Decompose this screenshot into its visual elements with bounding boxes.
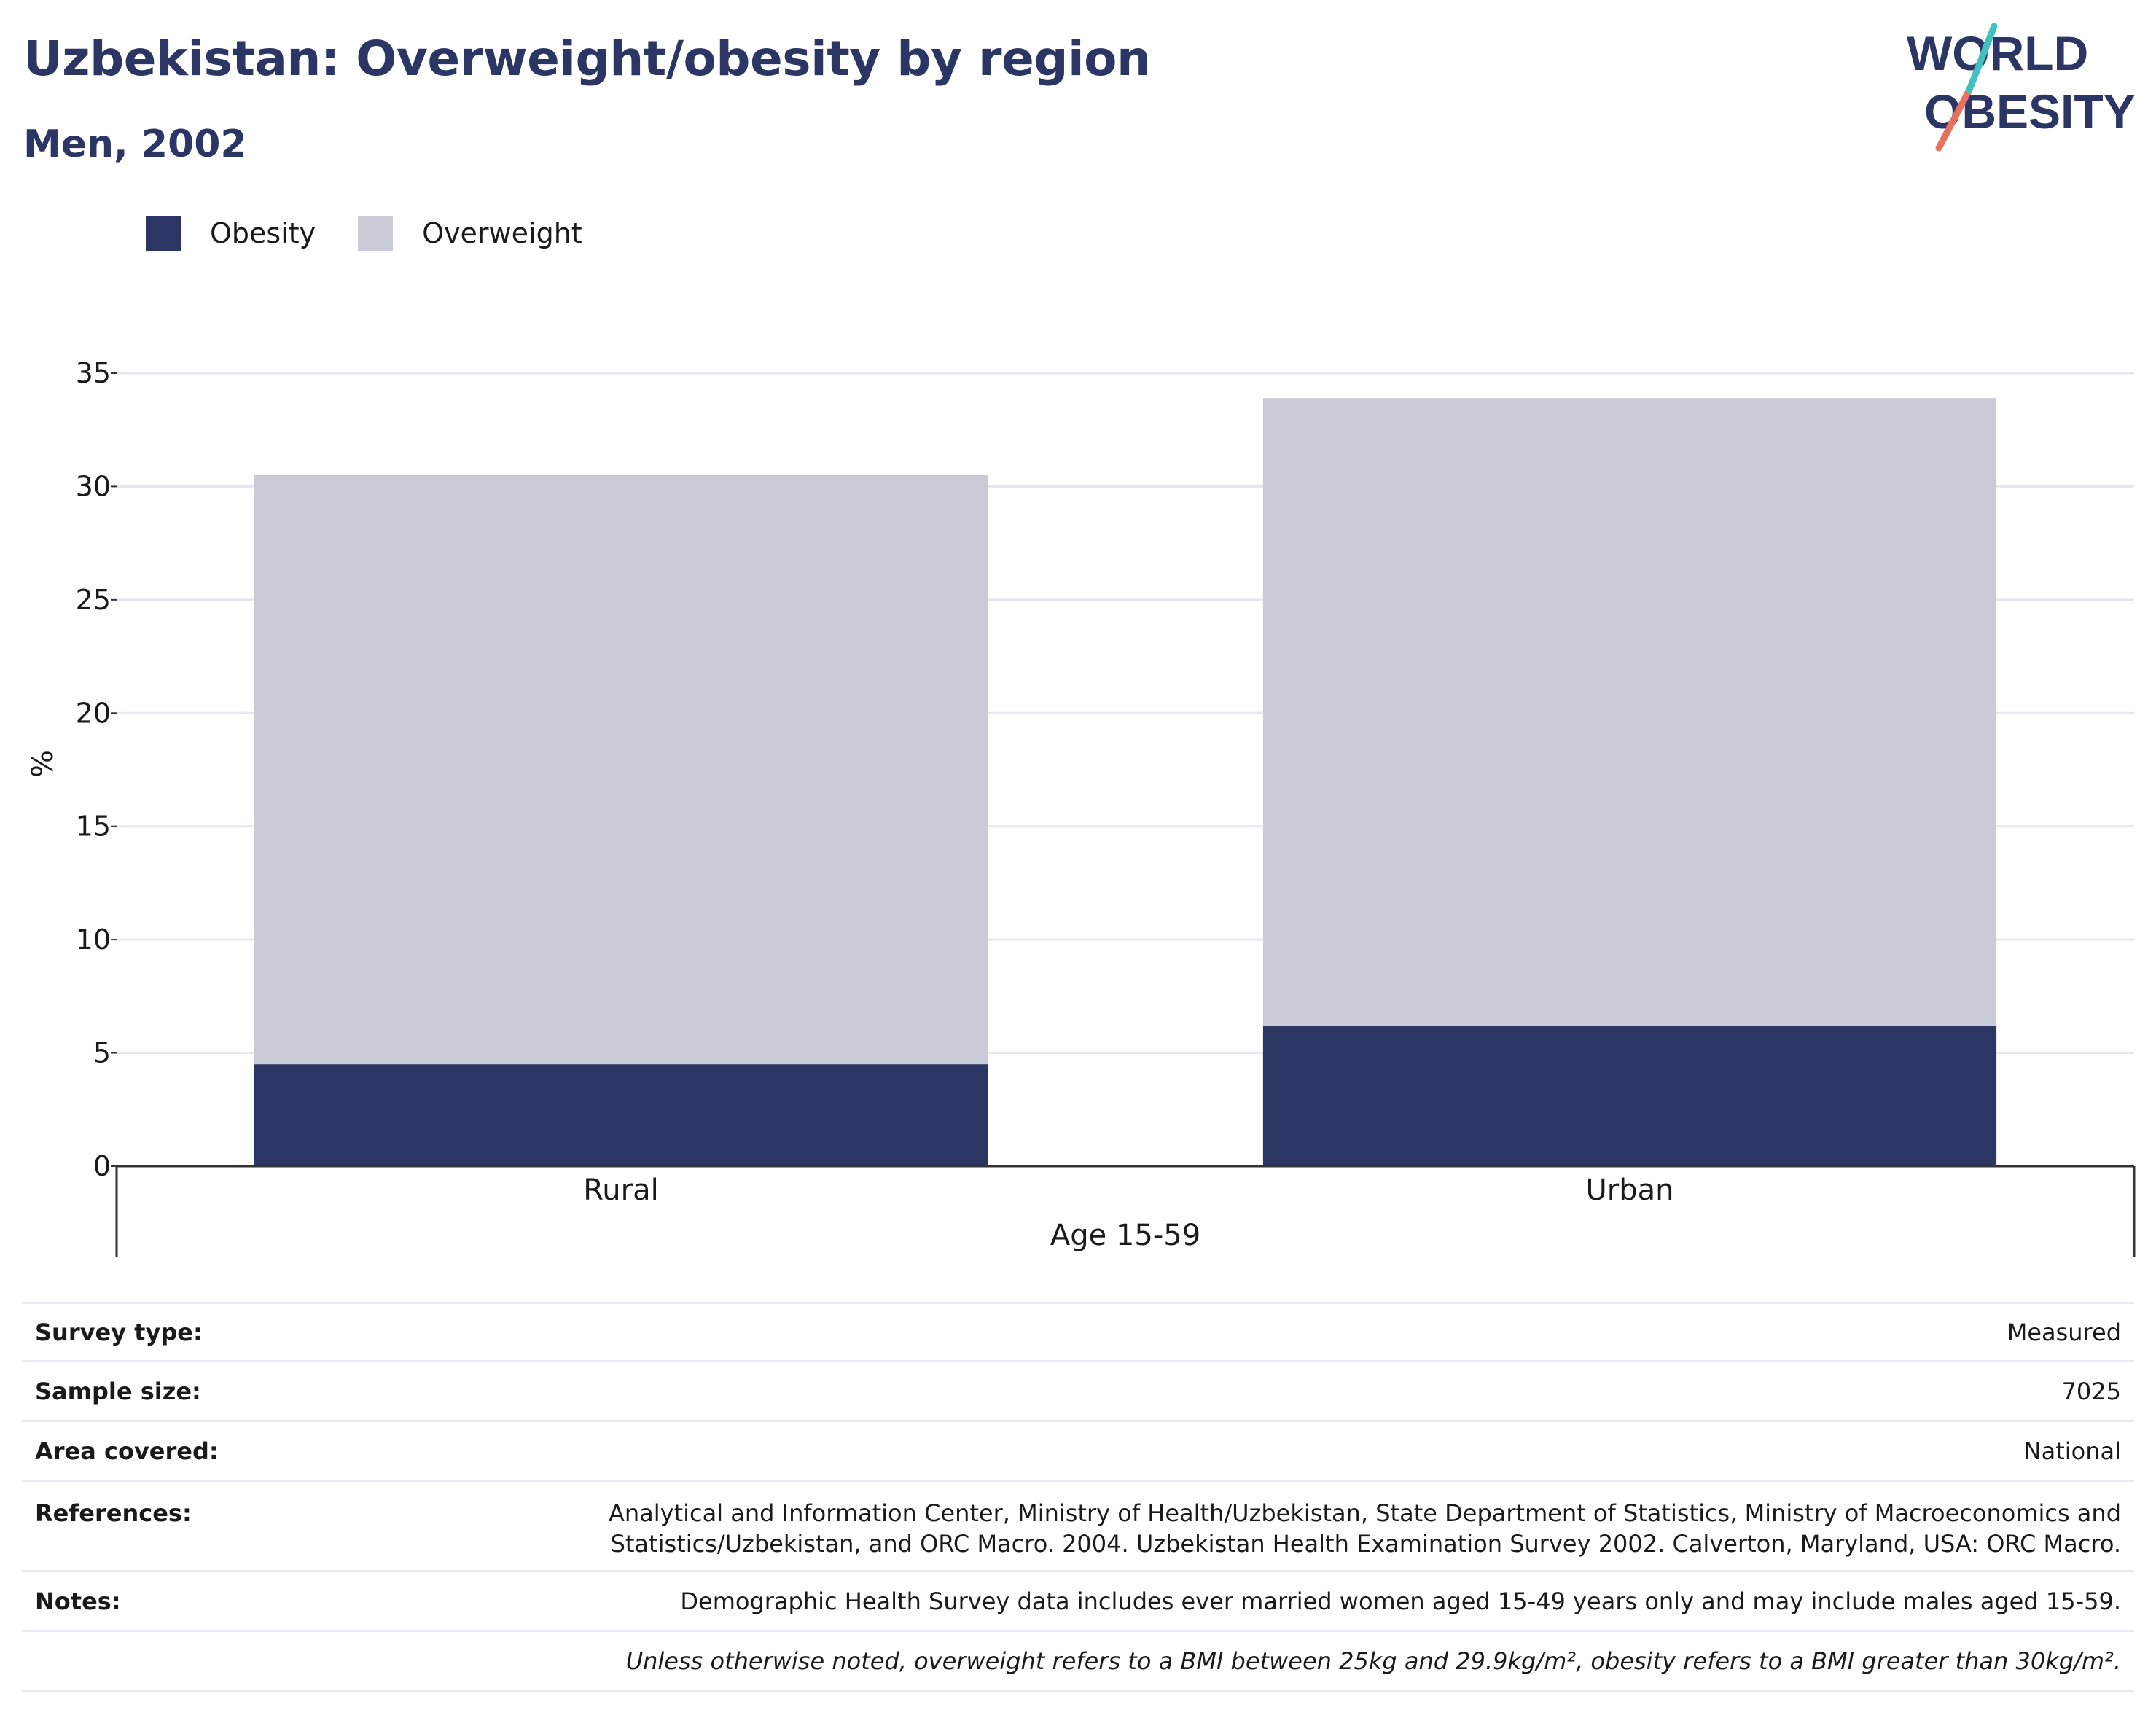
y-tick-label: 5 — [93, 1037, 111, 1069]
sample-size-label: Sample size: — [22, 1360, 340, 1421]
area-covered-value: National — [340, 1420, 2134, 1481]
references-line2: Statistics/Uzbekistan, and ORC Macro. 20… — [610, 1530, 2121, 1558]
x-group-label: Age 15-59 — [1050, 1219, 1200, 1252]
y-axis-label: % — [26, 750, 60, 778]
chart-title: Uzbekistan: Overweight/obesity by region — [23, 31, 1151, 87]
references-label: References: — [22, 1480, 340, 1571]
survey-info-table: Survey type: Measured Sample size: 7025 … — [22, 1302, 2134, 1692]
legend-swatch-overweight — [358, 216, 394, 251]
legend-swatch-obesity — [146, 216, 181, 251]
x-category-label: Urban — [1586, 1173, 1674, 1207]
sample-size-value: 7025 — [340, 1360, 2134, 1421]
area-covered-label: Area covered: — [22, 1420, 340, 1481]
logo-teal-stroke — [1966, 23, 1998, 93]
bar-overweight-urban — [1262, 398, 1997, 1026]
bar-chart: 0 5 10 15 20 25 30 35% Rural Urban Age 15-59 — [26, 357, 2136, 1257]
legend-item-obesity[interactable]: Obesity — [146, 216, 316, 251]
logo-line1: WORLD — [1907, 26, 2088, 80]
survey-type-value: Measured — [340, 1302, 2134, 1362]
x-category-label: Rural — [583, 1173, 658, 1207]
survey-type-label: Survey type: — [22, 1302, 340, 1362]
y-tick-label: 35 — [76, 357, 111, 389]
footnote-spacer — [22, 1630, 340, 1692]
bar-obesity-rural — [254, 1064, 988, 1166]
info-row-references: References: Analytical and Information C… — [22, 1480, 2134, 1571]
y-tick-label: 20 — [76, 697, 111, 729]
logo-coral-stroke — [1935, 86, 1973, 152]
bmi-footnote: Unless otherwise noted, overweight refer… — [340, 1630, 2134, 1692]
info-row-notes: Notes: Demographic Health Survey data in… — [22, 1570, 2134, 1631]
bar-overweight-rural — [254, 474, 988, 1065]
y-tick-label: 30 — [76, 470, 111, 502]
references-line1: Analytical and Information Center, Minis… — [608, 1499, 2121, 1527]
info-row-survey-type: Survey type: Measured — [22, 1302, 2134, 1362]
notes-label: Notes: — [22, 1570, 340, 1631]
chart-legend: Obesity Overweight — [146, 216, 625, 251]
legend-label-overweight: Overweight — [422, 217, 582, 249]
info-row-sample-size: Sample size: 7025 — [22, 1360, 2134, 1421]
y-tick-label: 10 — [76, 923, 111, 956]
legend-item-overweight[interactable]: Overweight — [358, 216, 582, 251]
world-obesity-logo: WORLD OBESITY — [1907, 23, 2136, 152]
bar-obesity-urban — [1262, 1026, 1997, 1166]
y-tick-label: 15 — [76, 811, 111, 843]
chart-subtitle: Men, 2002 — [23, 122, 247, 166]
y-tick-label: 25 — [76, 584, 111, 616]
info-row-footnote: Unless otherwise noted, overweight refer… — [22, 1630, 2134, 1692]
info-row-area-covered: Area covered: National — [22, 1420, 2134, 1481]
notes-value: Demographic Health Survey data includes … — [340, 1570, 2134, 1631]
y-tick-label: 0 — [93, 1150, 111, 1182]
legend-label-obesity: Obesity — [210, 217, 316, 249]
references-value: Analytical and Information Center, Minis… — [340, 1480, 2134, 1571]
